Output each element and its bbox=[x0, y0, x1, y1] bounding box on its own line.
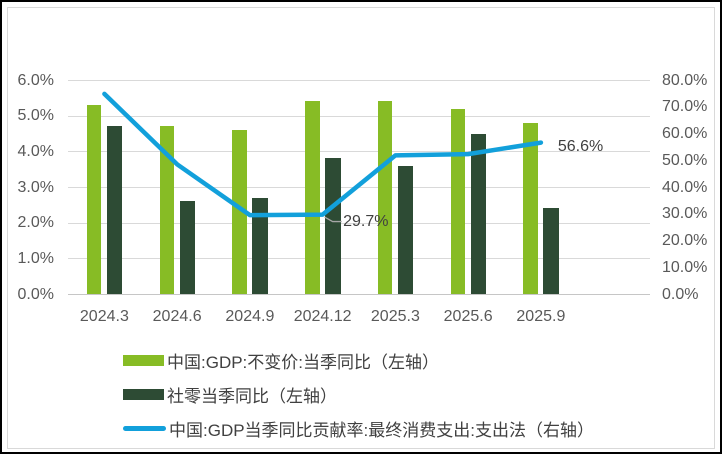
gridline bbox=[68, 294, 650, 295]
x-axis-tick: 2024.12 bbox=[293, 308, 352, 325]
retail-bar[interactable] bbox=[397, 165, 414, 294]
y-axis-tick-right: 20.0% bbox=[662, 232, 708, 249]
legend-item-retail[interactable]: 社零当季同比（左轴） bbox=[123, 382, 594, 406]
gdp-bar[interactable] bbox=[159, 126, 175, 294]
y-axis-tick-right: 40.0% bbox=[662, 178, 708, 196]
gdp-bar[interactable] bbox=[232, 129, 247, 294]
retail-bar[interactable] bbox=[470, 133, 487, 294]
y-axis-tick-right: 80.0% bbox=[662, 71, 708, 89]
legend-label-gdp: 中国:GDP:不变价:当季同比（左轴） bbox=[167, 352, 440, 372]
y-axis-tick-right: 30.0% bbox=[662, 205, 708, 223]
x-axis-tick: 2025.3 bbox=[370, 308, 420, 325]
legend-label-retail: 社零当季同比（左轴） bbox=[167, 386, 337, 406]
y-axis-tick-left: 1.0% bbox=[17, 249, 54, 267]
retail-bar[interactable] bbox=[106, 126, 123, 294]
legend-swatch-line-icon bbox=[123, 425, 166, 431]
gridline bbox=[68, 80, 650, 81]
gridline bbox=[68, 187, 650, 188]
legend-item-consumption-contribution[interactable]: 中国:GDP当季同比贡献率:最终消费支出:支出法（右轴） bbox=[123, 416, 594, 440]
x-axis-tick: 2024.6 bbox=[152, 308, 202, 325]
y-axis-tick-left: 5.0% bbox=[17, 107, 54, 125]
y-axis-tick-right: 0.0% bbox=[662, 285, 699, 303]
x-axis-tick: 2024.3 bbox=[79, 308, 129, 325]
retail-bar[interactable] bbox=[252, 197, 268, 294]
gdp-bar[interactable] bbox=[86, 104, 102, 294]
line-data-label: 29.7% bbox=[343, 212, 389, 230]
retail-bar[interactable] bbox=[543, 208, 559, 294]
y-axis-tick-left: 3.0% bbox=[17, 178, 54, 196]
gridline bbox=[68, 258, 650, 260]
x-axis-tick: 2024.9 bbox=[225, 308, 275, 325]
legend-label-consumption-contribution: 中国:GDP当季同比贡献率:最终消费支出:支出法（右轴） bbox=[169, 420, 595, 440]
gridline bbox=[68, 115, 650, 117]
x-axis-tick: 2025.9 bbox=[516, 308, 566, 325]
y-axis-tick-right: 60.0% bbox=[662, 125, 708, 142]
y-axis-tick-right: 10.0% bbox=[662, 258, 708, 276]
y-axis-tick-right: 70.0% bbox=[662, 98, 708, 116]
gdp-bar[interactable] bbox=[305, 101, 320, 294]
line-data-label: 56.6% bbox=[557, 137, 604, 155]
legend-swatch-gdp-bar-icon bbox=[123, 354, 164, 366]
legend-swatch-retail-bar-icon bbox=[123, 388, 164, 400]
y-axis-tick-right: 50.0% bbox=[662, 151, 708, 169]
y-axis-tick-left: 6.0% bbox=[17, 71, 54, 89]
gdp-bar[interactable] bbox=[450, 108, 466, 294]
y-axis-tick-left: 0.0% bbox=[17, 285, 54, 303]
y-axis-tick-left: 2.0% bbox=[17, 214, 54, 232]
retail-bar[interactable] bbox=[179, 201, 196, 294]
x-axis-tick: 2025.6 bbox=[443, 308, 493, 325]
legend-item-gdp[interactable]: 中国:GDP:不变价:当季同比（左轴） bbox=[123, 348, 594, 372]
retail-bar[interactable] bbox=[325, 158, 341, 294]
legend: 中国:GDP:不变价:当季同比（左轴） 社零当季同比（左轴） 中国:GDP当季同… bbox=[123, 348, 594, 450]
gdp-bar[interactable] bbox=[523, 122, 538, 294]
y-axis-tick-left: 4.0% bbox=[17, 142, 54, 160]
gridline bbox=[68, 222, 650, 224]
gdp-bar[interactable] bbox=[377, 101, 393, 294]
